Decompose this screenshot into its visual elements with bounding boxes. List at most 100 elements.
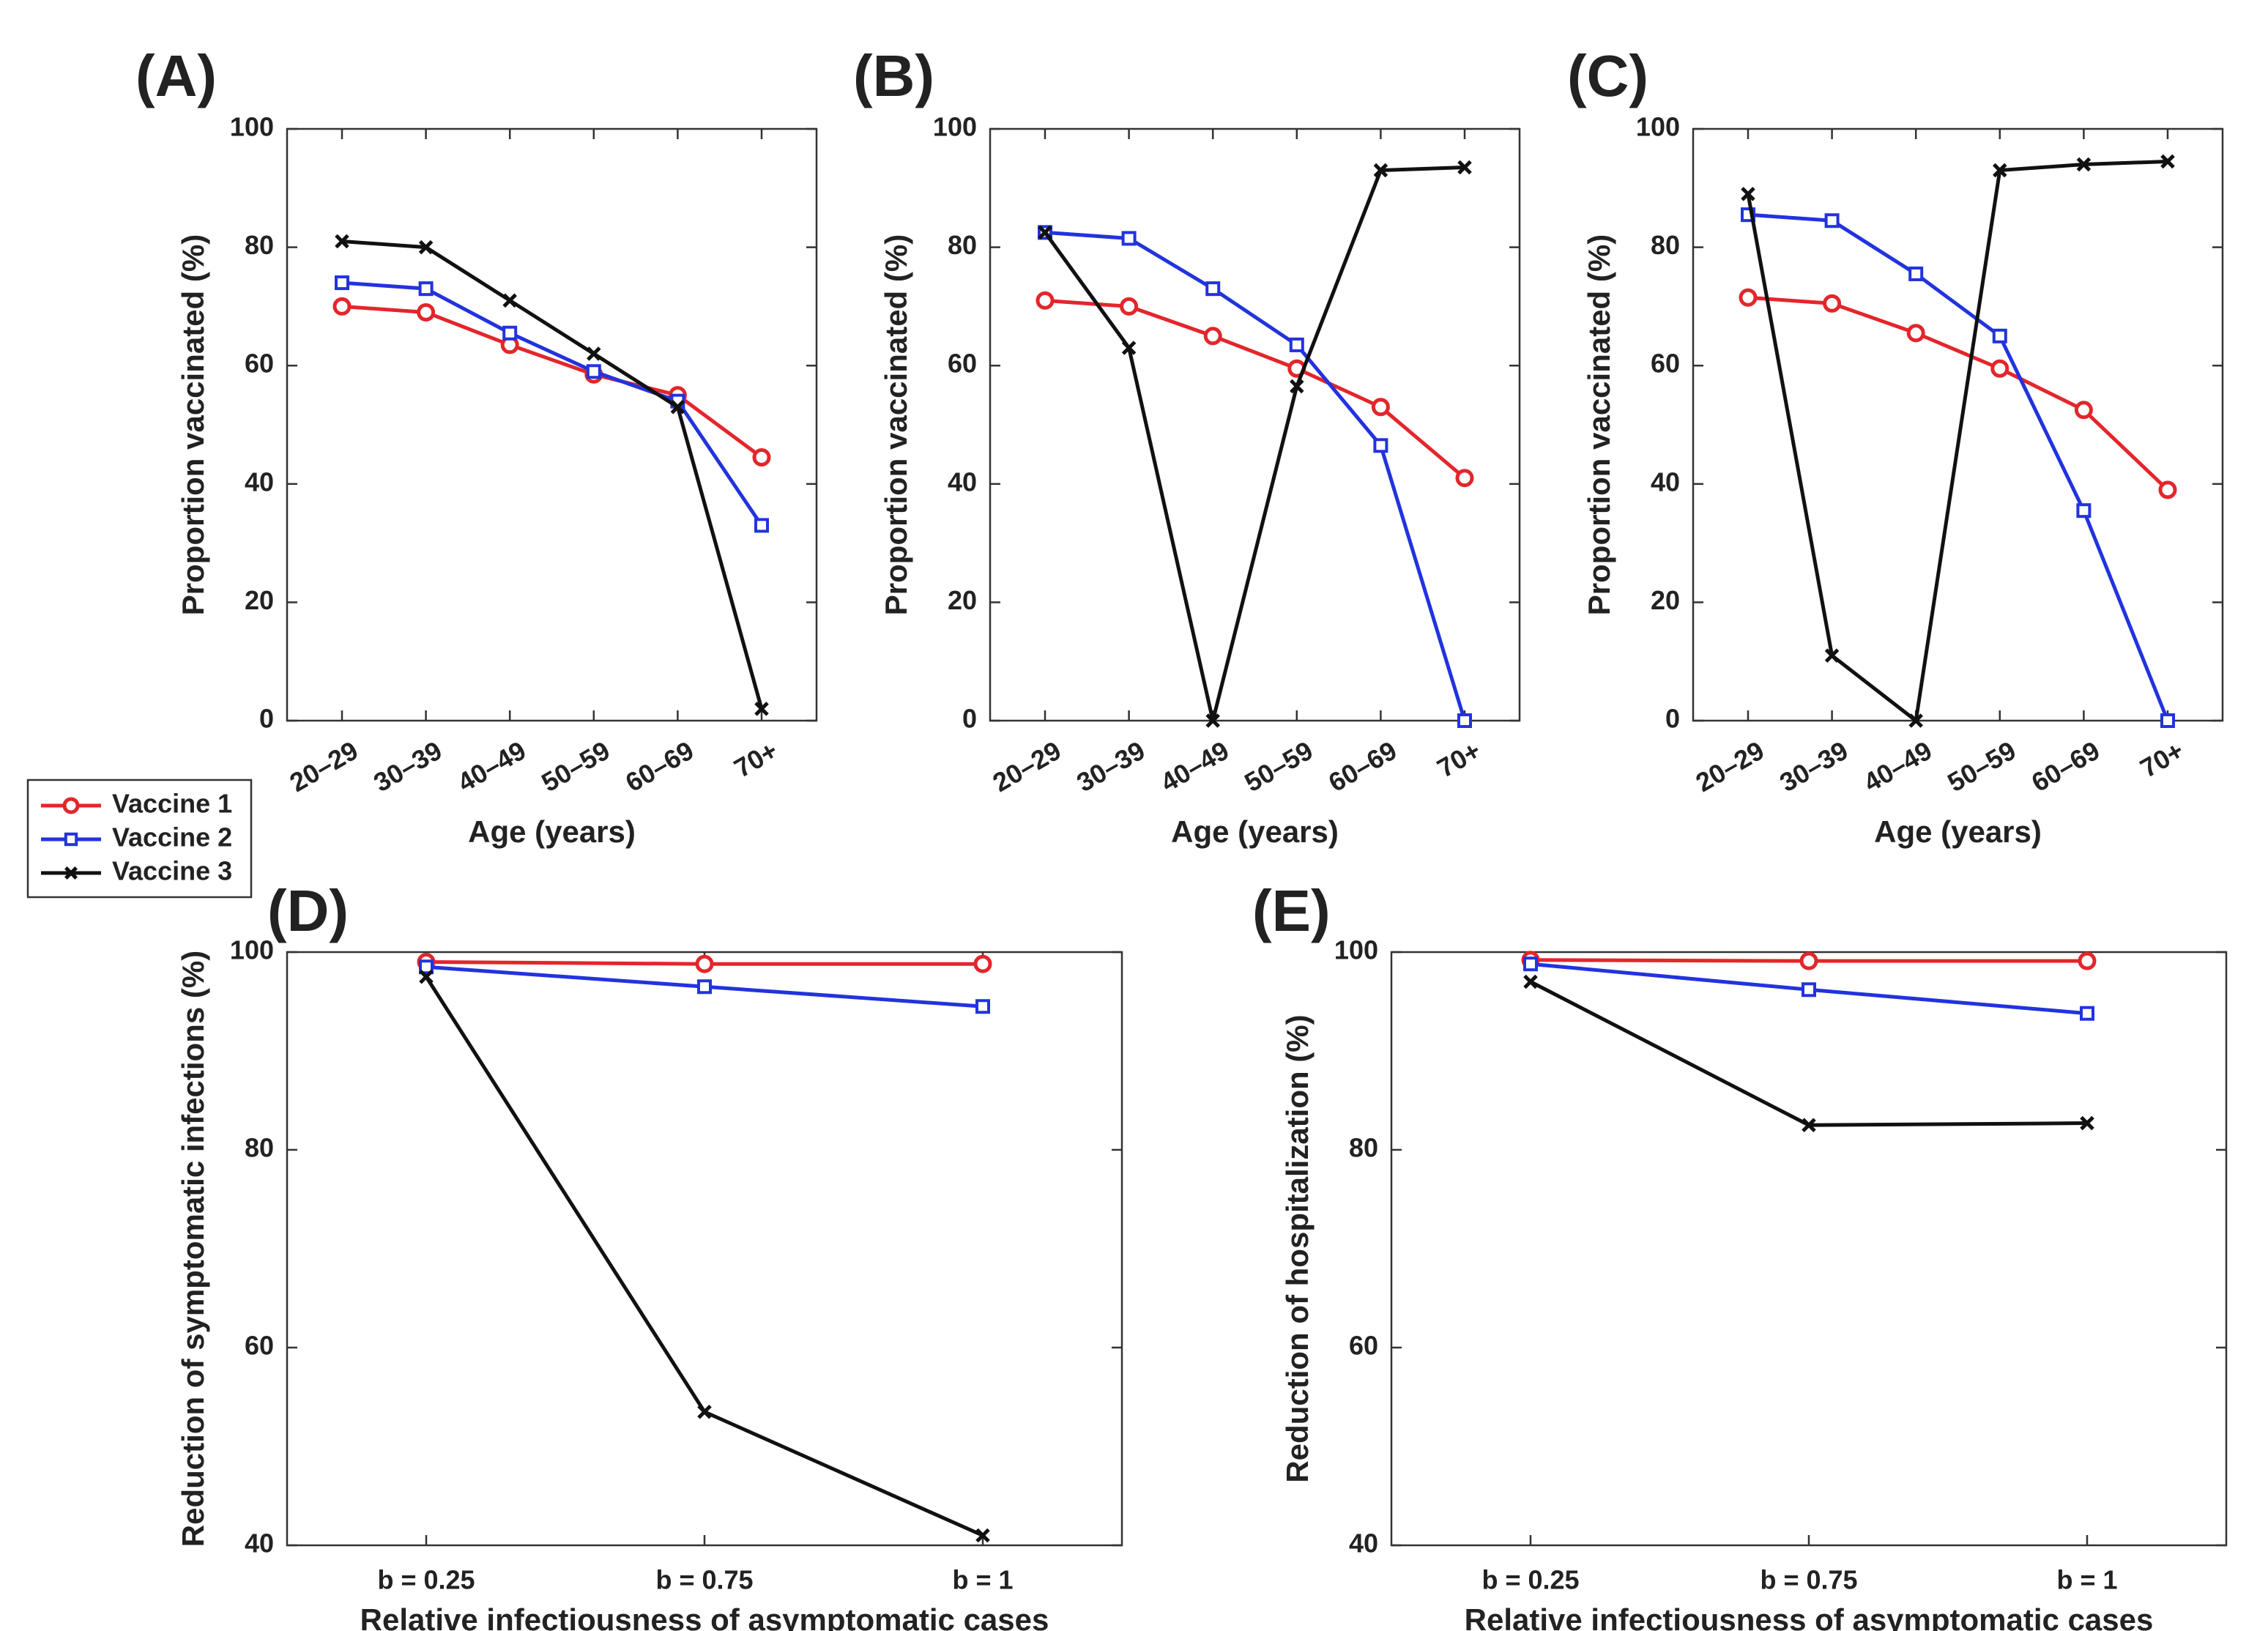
panel-b-series-vaccine-1 <box>1036 291 1474 488</box>
panel-d-series-vaccine-3 <box>419 969 990 1543</box>
panel-c-xlabel: Age (years) <box>1874 814 2042 849</box>
panel-b-ytick-label-100: 100 <box>933 112 977 142</box>
panel-d-series-vaccine-3-point-1 <box>697 1404 712 1419</box>
panel-b-series-vaccine-1-point-0 <box>1036 291 1055 310</box>
legend-marker-vaccine-1 <box>62 797 80 814</box>
panel-b-ytick-label-80: 80 <box>948 230 977 260</box>
panel-b-ytick-label-40: 40 <box>948 467 977 497</box>
panel-c-series-vaccine-3-point-2 <box>1908 713 1923 728</box>
panel-a-series-vaccine-3-line <box>341 239 764 710</box>
panel-e-xtick-label-2: b = 1 <box>2056 1565 2117 1595</box>
panel-e-series-vaccine-1-point-1 <box>1799 951 1818 970</box>
panel-e-ytick-label-40: 40 <box>1349 1528 1378 1558</box>
panel-a-series-vaccine-1-point-0 <box>332 297 352 316</box>
panel-b-series-vaccine-3-point-4 <box>1373 163 1388 178</box>
panel-c-ytick-label-100: 100 <box>1636 112 1680 142</box>
panel-e-ylabel: Reduction of hospitalization (%) <box>1280 1014 1315 1482</box>
panel-a-series-vaccine-3-point-3 <box>587 346 601 361</box>
panel-a-ytick-label-20: 20 <box>245 585 274 615</box>
panel-c-series-vaccine-2-point-5 <box>2160 713 2175 728</box>
panel-a-ylabel: Proportion vaccinated (%) <box>176 234 210 615</box>
panel-b-series-vaccine-3-point-2 <box>1205 713 1220 728</box>
panel-c-series-vaccine-3 <box>1741 154 2175 728</box>
panel-e-series-vaccine-1-point-2 <box>2078 951 2097 970</box>
legend-label-vaccine-3: Vaccine 3 <box>112 856 232 886</box>
panel-b-series-vaccine-2-point-2 <box>1205 281 1221 297</box>
panel-d-ytick-label-40: 40 <box>245 1528 274 1558</box>
panel-c-series-vaccine-2-point-1 <box>1824 213 1840 229</box>
panel-d-ytick-label-60: 60 <box>245 1331 274 1361</box>
panel-d-series-vaccine-2 <box>419 959 990 1014</box>
legend-marker-vaccine-2 <box>64 832 78 847</box>
panel-d-xtick-label-0: b = 0.25 <box>377 1565 475 1595</box>
panel-c-series-vaccine-2-point-3 <box>1992 328 2007 343</box>
panel-c-axes-box <box>1692 127 2224 722</box>
panel-e-ytick-label-100: 100 <box>1334 935 1378 965</box>
panel-a-series-vaccine-3-point-5 <box>754 702 769 716</box>
panel-b-label: (B) <box>853 43 934 108</box>
panel-e-ytick-label-80: 80 <box>1349 1133 1378 1163</box>
panel-d-series-vaccine-3-point-2 <box>975 1528 990 1543</box>
panel-a-xlabel: Age (years) <box>468 814 636 849</box>
panel-c-series-vaccine-1-point-5 <box>2158 480 2177 499</box>
panel-b-axes-box <box>989 127 1521 722</box>
panel-e-series-vaccine-3-point-2 <box>2080 1115 2094 1131</box>
panel-e: (E) 40 60 80 100 b = 0.25 b = 0.75 b = 1 Relativ… <box>1252 878 2228 1631</box>
panel-e-xtick-label-0: b = 0.25 <box>1481 1565 1579 1595</box>
panel-a-ytick-label-60: 60 <box>245 349 274 379</box>
panel-b-series-vaccine-2-point-1 <box>1121 231 1137 246</box>
panel-a-series-vaccine-2-point-3 <box>586 364 601 379</box>
legend-marker-vaccine-3 <box>64 866 78 880</box>
panel-d-ytick-label-100: 100 <box>230 935 274 965</box>
panel-c-series-vaccine-1-line <box>1747 295 2169 491</box>
panel-a-ytick-label-40: 40 <box>245 467 274 497</box>
panel-b-xlabel: Age (years) <box>1171 814 1339 849</box>
panel-d-series-vaccine-2-point-2 <box>975 999 990 1014</box>
legend-label-vaccine-2: Vaccine 2 <box>112 822 232 852</box>
panel-a-axes-box <box>286 127 818 722</box>
panel-d-ytick-label-80: 80 <box>245 1133 274 1163</box>
panel-d-label: (D) <box>267 878 349 943</box>
panel-d-xtick-label-1: b = 0.75 <box>655 1565 753 1595</box>
panel-d-series-vaccine-2-point-0 <box>419 959 434 975</box>
panel-e-series-vaccine-3-point-0 <box>1523 974 1538 989</box>
panel-a-series-vaccine-3-point-0 <box>335 234 349 249</box>
panel-d-series-vaccine-3-point-0 <box>419 969 434 984</box>
legend-label-vaccine-1: Vaccine 1 <box>112 789 232 819</box>
panel-a-series-vaccine-1-point-5 <box>752 447 771 467</box>
panel-b-series-vaccine-2-point-4 <box>1373 438 1388 453</box>
panel-a-series-vaccine-3-point-1 <box>418 239 434 255</box>
panel-a-series-vaccine-2-point-5 <box>754 518 769 533</box>
legend-entry-vaccine-1: Vaccine 1 <box>41 789 232 819</box>
panel-c-series-vaccine-3-line <box>1746 159 2168 723</box>
panel-b-series-vaccine-3-line <box>1043 166 1465 723</box>
panel-a-series-vaccine-3-point-2 <box>502 293 517 308</box>
panel-d-ylabel: Reduction of symptomatic infections (%) <box>176 951 210 1547</box>
panel-c-series-vaccine-1 <box>1739 288 2177 499</box>
panel-a-label: (A) <box>135 43 217 108</box>
panel-e-series-vaccine-2-point-2 <box>2080 1006 2094 1021</box>
panel-b-series-vaccine-3-point-3 <box>1290 379 1304 394</box>
panel-b-series-vaccine-3 <box>1038 160 1472 728</box>
panel-a-series-vaccine-3 <box>335 234 769 716</box>
panel-a-series-vaccine-1-point-1 <box>417 302 436 322</box>
panel-b-ylabel: Proportion vaccinated (%) <box>879 234 913 615</box>
panel-b-series-vaccine-1-point-2 <box>1203 327 1222 346</box>
panel-e-series-vaccine-2-point-1 <box>1802 982 1816 997</box>
panel-a-ytick-label-100: 100 <box>230 112 274 142</box>
panel-c-series-vaccine-1-point-2 <box>1906 324 1925 343</box>
panel-b-series-vaccine-2-line <box>1044 230 1467 721</box>
panel-e-ytick-label-60: 60 <box>1349 1331 1378 1361</box>
panel-b-series-vaccine-1-line <box>1044 298 1466 480</box>
panel-c-ytick-label-80: 80 <box>1651 230 1680 260</box>
panel-b-ytick-label-20: 20 <box>948 585 977 615</box>
panel-c-series-vaccine-2-line <box>1747 212 2170 721</box>
panel-c-series-vaccine-2-point-4 <box>2076 503 2092 519</box>
panel-b-series-vaccine-3-point-1 <box>1121 341 1137 355</box>
panel-e-series-vaccine-2 <box>1523 956 2094 1021</box>
panel-d-xtick-label-2: b = 1 <box>952 1565 1013 1595</box>
panel-c-ytick-label-0: 0 <box>1665 704 1680 734</box>
panel-b-series-vaccine-1-point-4 <box>1371 398 1390 417</box>
panel-e-series-vaccine-3 <box>1523 974 2094 1133</box>
